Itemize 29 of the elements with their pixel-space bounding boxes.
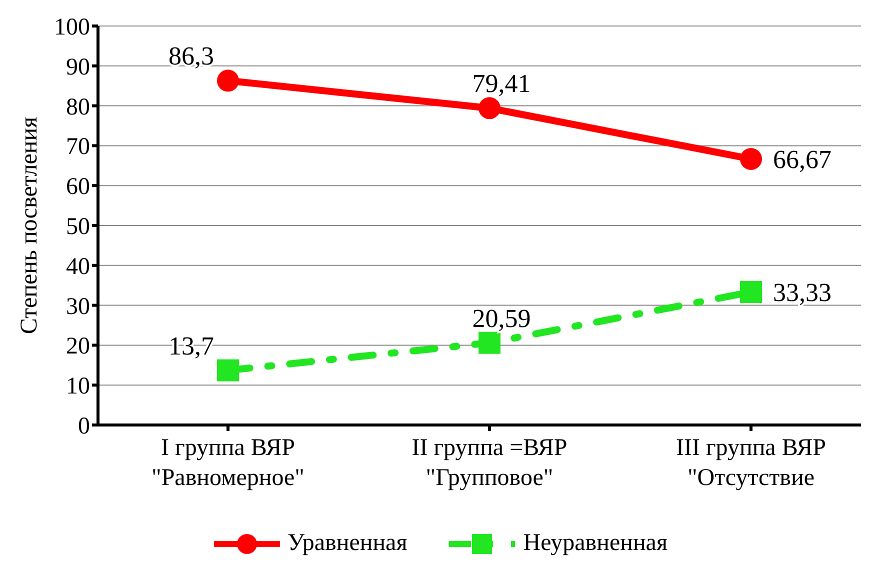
point <box>478 332 500 354</box>
data-label: 33,33 <box>773 278 832 308</box>
data-label: 66,67 <box>773 144 832 174</box>
point <box>217 359 239 382</box>
y-tick-label: 80 <box>66 94 90 120</box>
y-tick-label: 40 <box>66 254 90 280</box>
legend-label: Неуравненная <box>523 530 668 557</box>
y-tick-label: 60 <box>66 174 90 200</box>
y-tick-label: 100 <box>54 14 90 41</box>
x-tick-label: I группа ВЯР "Равномерное" <box>152 435 304 491</box>
point <box>478 97 500 120</box>
y-tick-label: 20 <box>66 334 90 360</box>
y-tick-label: 30 <box>66 294 90 320</box>
y-tick-label: 50 <box>66 214 90 240</box>
data-label: 13,7 <box>168 331 214 360</box>
point <box>740 281 762 304</box>
data-label: 86,3 <box>168 42 214 71</box>
y-tick-label: 0 <box>78 414 90 440</box>
x-tick-label: II группа =ВЯР "Групповое" <box>412 435 568 491</box>
x-tick-label: III группа ВЯР "Отсутствие <box>676 435 826 491</box>
y-tick-label: 90 <box>66 54 90 80</box>
data-label: 79,41 <box>472 69 531 98</box>
point <box>217 70 239 92</box>
legend-label: Уравненная <box>288 530 408 557</box>
data-label: 20,59 <box>472 304 531 333</box>
point <box>740 148 762 170</box>
y-axis-title: Степень посветления <box>16 116 43 334</box>
y-tick-label: 70 <box>66 134 90 160</box>
y-tick-label: 10 <box>66 374 90 400</box>
